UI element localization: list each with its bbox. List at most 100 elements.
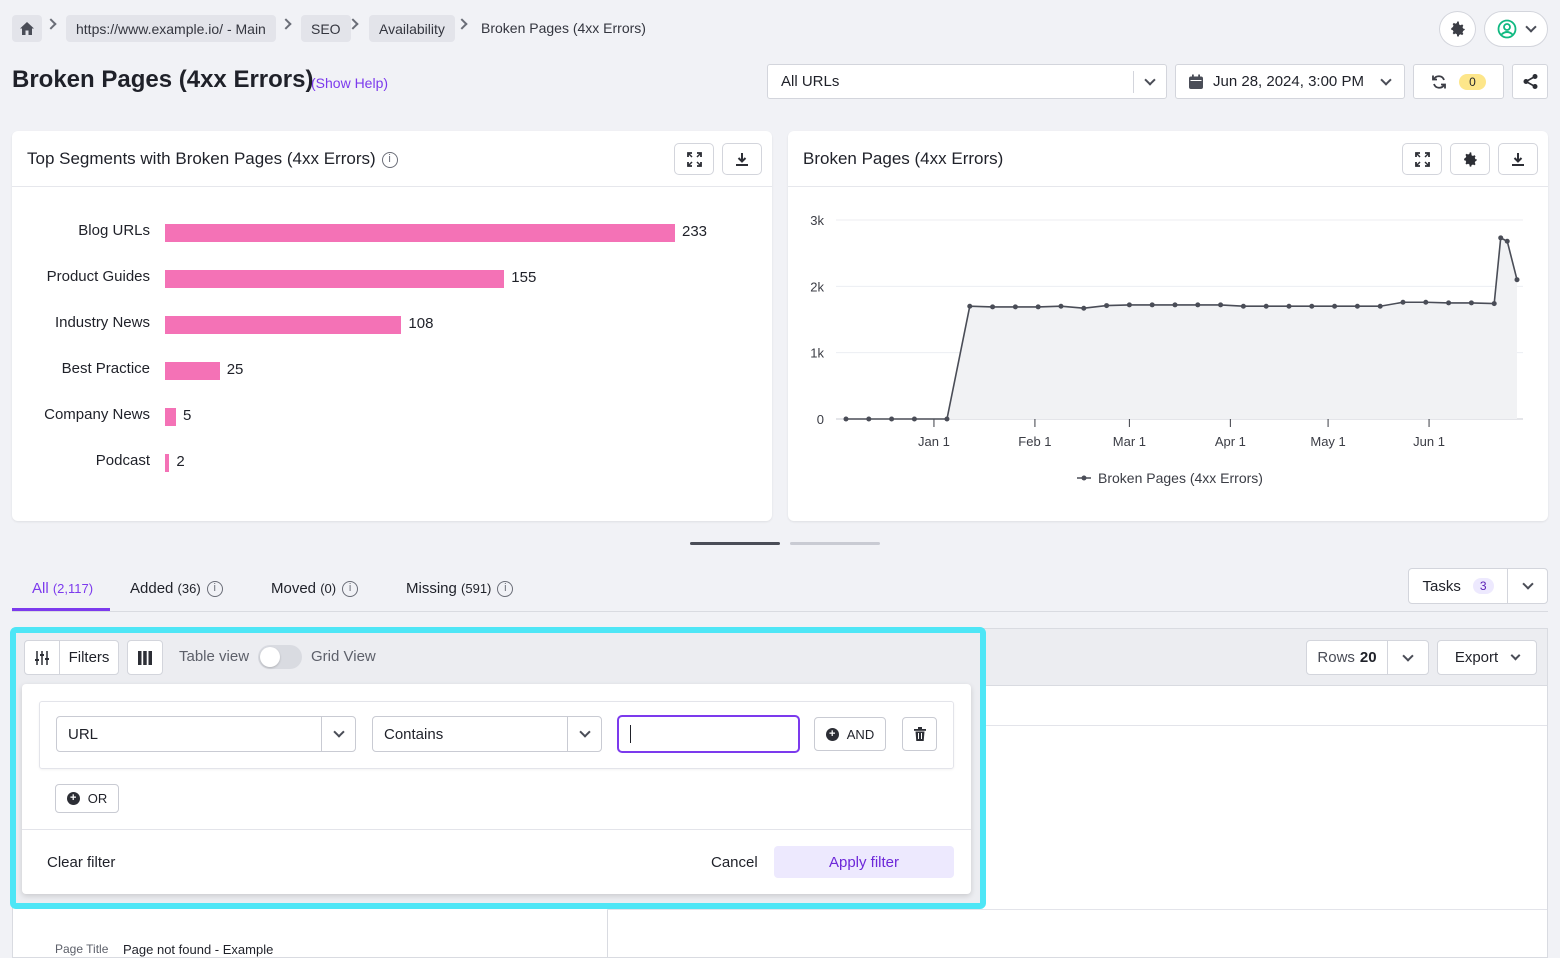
data-point [967,303,973,309]
bar-value: 2 [176,453,185,470]
page-title-value: Page not found - Example [123,942,274,957]
data-point [1504,238,1510,244]
bar-label: Best Practice [61,360,150,377]
cancel-button[interactable]: Cancel [711,854,758,871]
bar-label: Company News [44,406,150,423]
tasks-button[interactable]: Tasks 3 [1408,568,1508,604]
filter-operator-select[interactable]: Contains [372,716,602,752]
data-point [1126,302,1132,308]
plus-icon: + [825,727,839,741]
bar[interactable] [165,316,402,334]
bar[interactable] [165,408,176,426]
settings-button[interactable] [1439,11,1476,47]
export-button[interactable]: Export [1437,640,1537,675]
chevron-down-icon [1521,578,1534,590]
apply-filter-button[interactable]: Apply filter [774,846,954,878]
data-point [990,304,996,310]
rows-value: 20 [1359,649,1377,666]
data-point [1035,304,1041,310]
breadcrumb-item-site[interactable]: https://www.example.io/ - Main [66,15,276,42]
export-label: Export [1454,649,1499,666]
download-icon [1512,152,1524,166]
tab-all[interactable]: All (2,117) [32,580,93,597]
chevron-down-icon [1380,73,1392,86]
data-point [889,416,895,422]
bar-value: 108 [408,315,434,332]
tasks-dropdown-button[interactable] [1507,568,1548,604]
add-or-button[interactable]: + OR [55,784,119,813]
add-and-button[interactable]: + AND [814,717,886,751]
refresh-count-badge: 0 [1459,73,1486,90]
bar-value: 25 [226,361,244,378]
tab-added[interactable]: Added (36) i [130,580,223,598]
data-point [1172,302,1178,308]
url-select[interactable]: All URLs [767,64,1167,99]
breadcrumb-current: Broken Pages (4xx Errors) [481,20,646,36]
rows-per-page[interactable]: Rows 20 [1306,640,1388,675]
x-tick-label: Mar 1 [1113,434,1146,449]
url-select-value: All URLs [781,73,840,90]
filter-value-input[interactable] [617,715,800,753]
trash-icon [913,727,926,741]
columns-icon [138,650,152,665]
download-button[interactable] [1498,143,1538,175]
chevron-right-icon [456,18,468,30]
info-icon[interactable]: i [497,581,514,598]
download-button[interactable] [722,143,762,175]
bar[interactable] [165,270,505,288]
expand-button[interactable] [674,143,714,175]
user-menu-button[interactable] [1484,11,1548,47]
divider [321,717,322,751]
rows-dropdown-button[interactable] [1387,640,1429,675]
bar-value: 233 [682,223,708,240]
tab-moved[interactable]: Moved (0) i [271,580,359,598]
y-tick-label: 3k [810,213,824,228]
tab-missing[interactable]: Missing (591) i [406,580,514,598]
expand-button[interactable] [1402,143,1442,175]
table-view-label: Table view [179,648,250,665]
data-point [1332,303,1338,309]
segments-card: Top Segments with Broken Pages (4xx Erro… [12,131,772,521]
data-point [1498,235,1504,241]
refresh-button[interactable]: 0 [1413,64,1504,99]
trend-line-chart: 0 1k 2k 3k Jan 1 Feb 1 Mar 1 Apr 1 May 1 Jun 1 Bro… [810,213,1523,486]
breadcrumb-item-availability[interactable]: Availability [369,15,455,42]
chevron-down-icon [1510,650,1521,661]
legend-label: Broken Pages (4xx Errors) [1098,470,1263,486]
carousel-indicator-active[interactable] [690,542,780,545]
breadcrumb-item-seo[interactable]: SEO [301,15,351,42]
filter-field-select[interactable]: URL [56,716,356,752]
columns-button[interactable] [127,640,163,675]
info-icon[interactable]: i [342,581,359,598]
bar[interactable] [165,224,675,242]
home-icon[interactable] [12,15,42,42]
carousel-indicator[interactable] [790,542,880,545]
share-button[interactable] [1512,64,1548,99]
tab-added-label: Added [130,580,174,597]
data-point [1263,303,1269,309]
data-point [944,416,950,422]
row-divider [607,725,1547,726]
bar-value: 155 [511,269,537,286]
filters-button[interactable]: Filters [59,640,119,675]
chart-settings-button[interactable] [1450,143,1490,175]
tab-missing-label: Missing [406,580,457,597]
show-help-link[interactable]: (Show Help) [311,75,389,91]
data-point [1218,302,1224,308]
clear-filter-button[interactable]: Clear filter [47,854,116,871]
delete-filter-button[interactable] [902,717,937,751]
filter-popup: URL Contains + AND + OR Clear filter Cance… [22,684,971,894]
data-point [1491,301,1497,307]
x-tick-label: Jan 1 [918,434,950,449]
view-toggle[interactable] [258,645,302,669]
filter-settings-button[interactable] [24,640,60,675]
info-icon[interactable]: i [381,151,398,168]
x-tick-label: Jun 1 [1413,434,1445,449]
info-icon[interactable]: i [206,581,223,598]
bar[interactable] [165,454,170,472]
bar[interactable] [165,362,220,380]
data-point [1240,303,1246,309]
date-picker[interactable]: Jun 28, 2024, 3:00 PM [1175,64,1405,99]
tab-moved-count: (0) [320,581,337,596]
y-tick-label: 1k [810,346,824,361]
